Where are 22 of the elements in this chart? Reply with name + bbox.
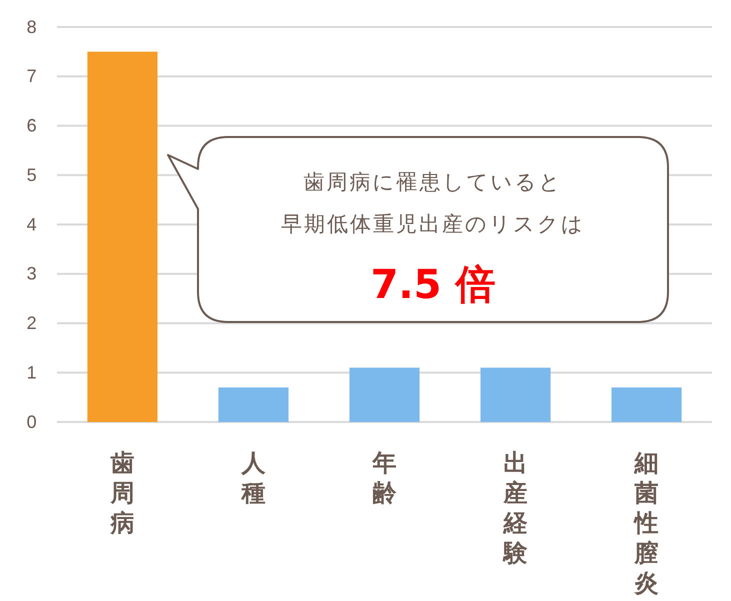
x-tick-label: 出産経験 (502, 449, 529, 567)
x-tick-label: 歯周病 (109, 449, 134, 537)
annotation: 歯周病に罹患していると (304, 170, 562, 194)
y-tick-label: 5 (26, 164, 37, 185)
annotation: 7.5 倍 (370, 262, 496, 308)
bar (480, 368, 551, 422)
y-tick-label: 7 (26, 66, 37, 86)
y-tick-label: 4 (26, 214, 37, 234)
y-tick-label: 8 (26, 16, 37, 37)
x-tick-label: 細菌性膣炎 (632, 449, 659, 597)
y-tick-label: 1 (26, 362, 37, 382)
y-tick-label: 6 (26, 116, 37, 136)
y-tick-label: 2 (26, 313, 37, 334)
x-tick-label: 年齢 (372, 449, 398, 507)
bar (612, 387, 682, 422)
x-tick-label: 人種 (240, 449, 266, 507)
y-tick-label: 0 (26, 412, 37, 432)
bar (87, 52, 158, 422)
bar (218, 387, 289, 422)
bar (349, 368, 420, 422)
y-tick-label: 3 (26, 264, 37, 284)
annotation: 早期低体重児出産のリスクは (281, 212, 585, 236)
